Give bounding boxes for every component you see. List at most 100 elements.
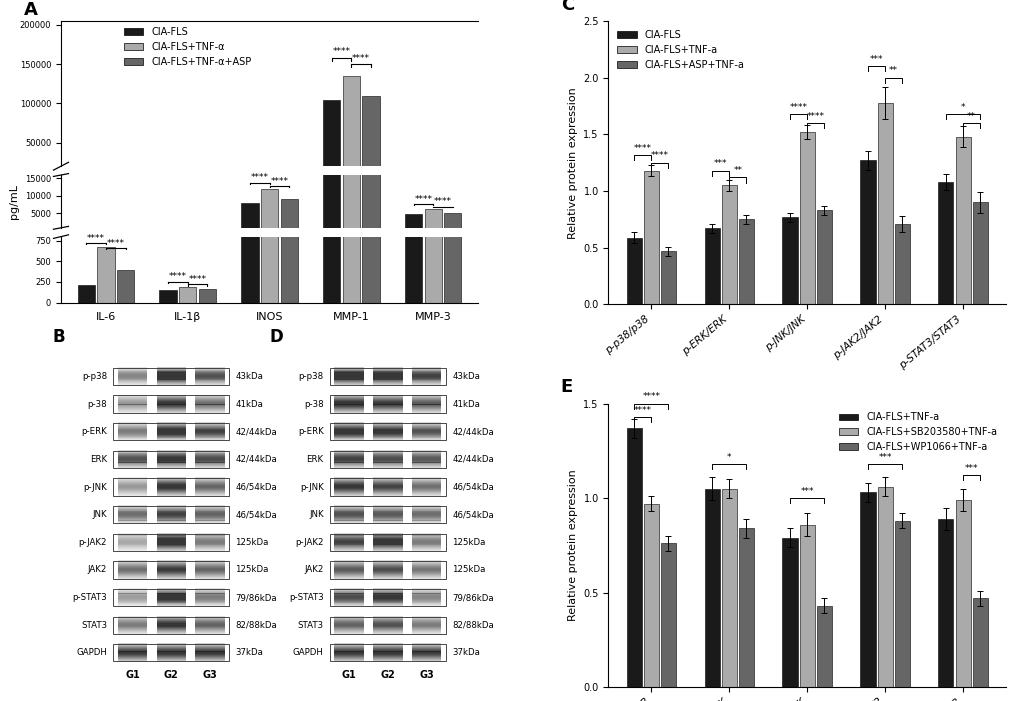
Bar [334, 599, 364, 600]
Bar [280, 0, 298, 303]
Bar [334, 566, 364, 567]
Bar [156, 426, 186, 427]
Bar [334, 605, 364, 606]
Bar [195, 432, 225, 433]
Bar [156, 454, 186, 455]
Bar [156, 509, 186, 510]
Bar [118, 646, 147, 647]
Bar [195, 397, 225, 398]
Bar [334, 423, 364, 424]
Bar [195, 653, 225, 654]
Bar [334, 620, 364, 621]
Bar [156, 457, 186, 458]
Bar [411, 538, 441, 539]
Bar [118, 384, 147, 385]
Bar [411, 494, 441, 495]
Bar [660, 251, 676, 304]
Bar [156, 453, 186, 454]
Bar [195, 550, 225, 551]
Text: p-JNK: p-JNK [83, 482, 107, 491]
Bar [156, 455, 186, 456]
Bar [334, 378, 364, 379]
Bar [334, 410, 364, 411]
Bar [118, 577, 147, 578]
Bar [156, 493, 186, 494]
Bar [411, 565, 441, 566]
Bar [156, 574, 186, 575]
Bar [334, 654, 364, 655]
Bar [373, 376, 402, 377]
Bar [334, 426, 364, 427]
Bar [195, 436, 225, 437]
Bar [334, 629, 364, 630]
Bar [334, 649, 364, 650]
Text: 42/44kDa: 42/44kDa [452, 427, 494, 436]
Bar [156, 369, 186, 371]
Bar [411, 381, 441, 382]
Bar [118, 571, 147, 572]
Bar [195, 576, 225, 577]
Bar [195, 505, 225, 506]
Bar [195, 509, 225, 510]
Bar [195, 548, 225, 549]
Bar [118, 404, 147, 405]
Bar [156, 569, 186, 571]
Bar [156, 372, 186, 373]
Bar [113, 479, 230, 496]
Bar [156, 604, 186, 605]
Bar [644, 170, 658, 304]
Bar [411, 659, 441, 660]
Bar [334, 546, 364, 547]
Bar [156, 589, 186, 590]
Text: ****: **** [189, 275, 206, 284]
Bar [156, 516, 186, 517]
Bar [411, 458, 441, 459]
Bar [411, 543, 441, 545]
Bar [261, 189, 278, 231]
Bar [373, 598, 402, 599]
Bar [334, 453, 364, 454]
Bar [334, 549, 364, 550]
Bar [195, 425, 225, 426]
Text: D: D [269, 327, 283, 346]
Bar [156, 651, 186, 653]
Bar [98, 228, 115, 231]
Bar [195, 618, 225, 620]
Bar [118, 520, 147, 522]
Bar [118, 450, 147, 451]
Bar [334, 515, 364, 516]
Bar [156, 422, 186, 423]
Bar [334, 505, 364, 506]
Bar [373, 568, 402, 569]
Bar [195, 563, 225, 564]
Bar [373, 466, 402, 467]
Bar [411, 546, 441, 547]
Bar [118, 371, 147, 372]
Bar [334, 625, 364, 626]
Bar [411, 627, 441, 628]
Bar [118, 428, 147, 430]
Bar [411, 651, 441, 653]
Bar [118, 491, 147, 492]
Bar [118, 598, 147, 599]
Bar [334, 573, 364, 574]
Bar [156, 505, 186, 506]
Bar [411, 647, 441, 648]
Bar [373, 484, 402, 485]
Text: 125kDa: 125kDa [452, 566, 486, 574]
Bar [330, 479, 446, 496]
Bar [334, 657, 364, 658]
Bar [411, 398, 441, 399]
Bar [334, 631, 364, 632]
Bar [156, 379, 186, 381]
Bar [118, 465, 147, 466]
Bar [411, 491, 441, 492]
Bar [334, 479, 364, 480]
Bar [156, 410, 186, 411]
Bar [330, 423, 446, 440]
Bar [334, 539, 364, 540]
Bar [334, 572, 364, 573]
Bar [411, 423, 441, 424]
Bar [156, 657, 186, 658]
Bar [334, 588, 364, 589]
